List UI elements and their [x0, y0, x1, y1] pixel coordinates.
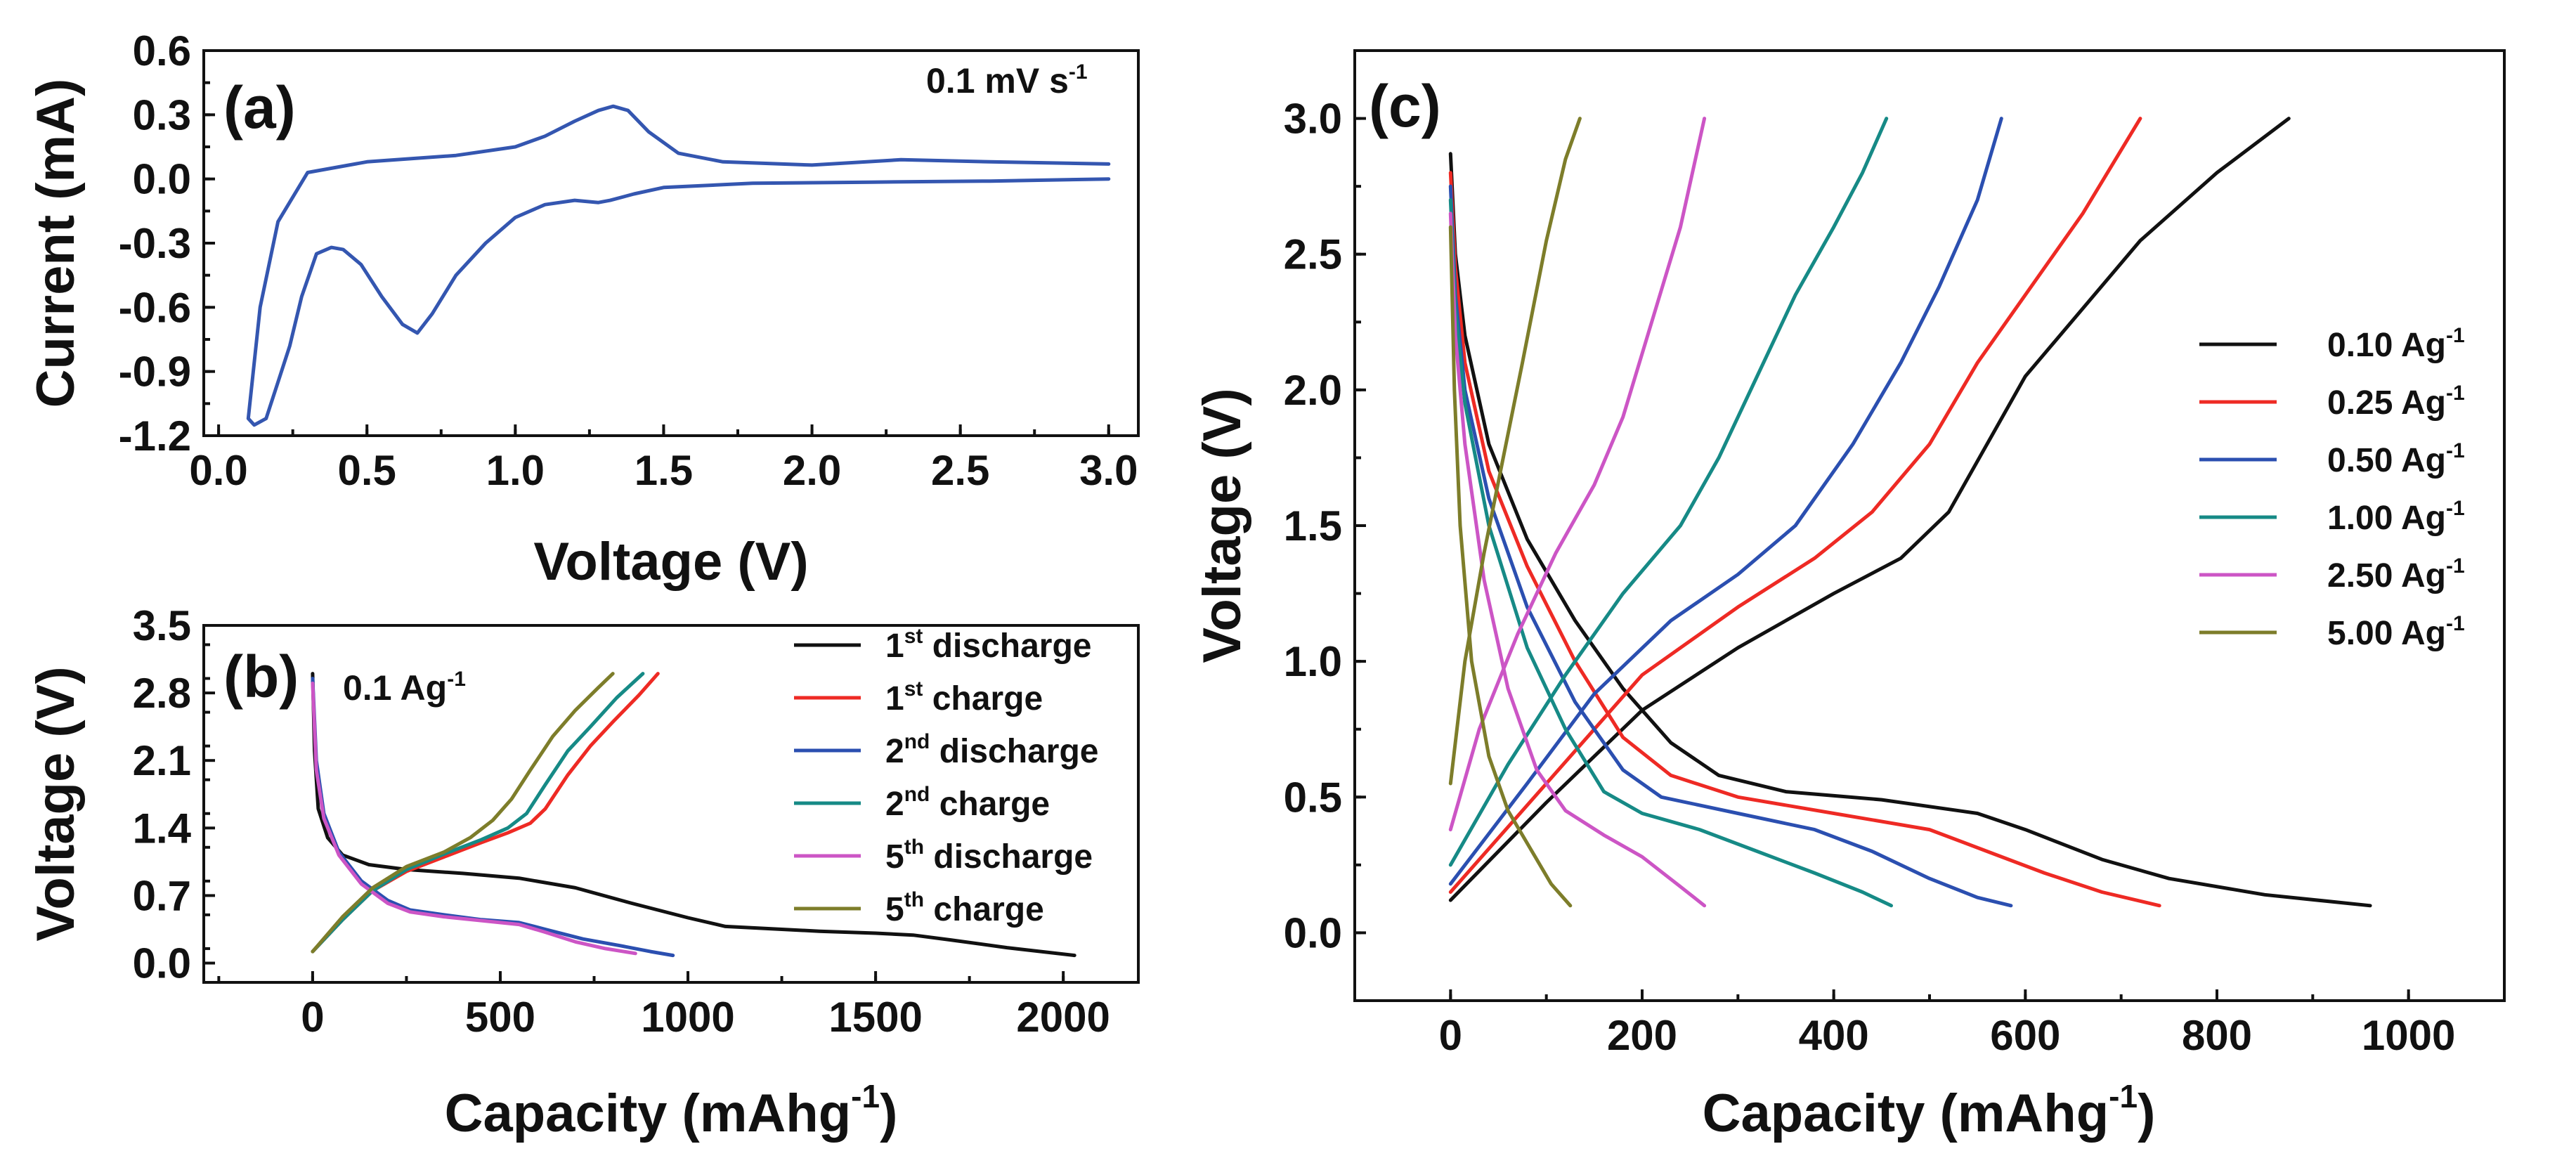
panel-b-label: (b)	[223, 644, 299, 710]
y-tick-label: 1.0	[1284, 638, 1342, 685]
series-line-2-50-ag-1-charge	[1448, 117, 1707, 832]
series-line-0-25-ag-1-charge	[1448, 117, 2142, 894]
panel-b-curves	[311, 672, 1076, 958]
y-tick-label: 0.0	[133, 940, 191, 987]
panel-b-legend: 1st discharge 1st charge 2nd discharge 2nd …	[794, 625, 1098, 928]
series-line-1st-charge	[311, 672, 660, 954]
y-tick-label: 3.0	[1284, 96, 1342, 143]
panel-b-current-density: 0.1 Ag-1	[343, 668, 466, 708]
panel-c-rate-plot: 0 200 400 600 800 1000 0.0 0.5 1.0 1.5 2.0 2.5 3.0 (…	[1192, 49, 2506, 1143]
x-tick-label: 1.0	[486, 447, 545, 494]
panel-b-y-title: Voltage (V)	[26, 666, 86, 941]
x-tick-label: 800	[2182, 1012, 2252, 1059]
panel-c-x-title: Capacity (mAhg-1)	[1703, 1078, 2156, 1143]
series-line-0-50-ag-1-discharge	[1448, 184, 2013, 908]
panel-a-y-title: Current (mA)	[26, 79, 86, 408]
x-tick-label: 400	[1799, 1012, 1869, 1059]
y-tick-label: 2.8	[133, 670, 191, 717]
legend-label: 0.50 Ag-1	[2327, 439, 2465, 479]
legend-label: 5.00 Ag-1	[2327, 612, 2465, 652]
panel-c-curves	[1448, 117, 2372, 908]
legend-label: 2.50 Ag-1	[2327, 554, 2465, 594]
x-tick-label: 1.5	[635, 447, 693, 494]
series-line-2nd-charge	[311, 672, 645, 954]
panel-a-scan-rate: 0.1 mV s-1	[926, 60, 1088, 100]
x-tick-label: 1000	[641, 994, 734, 1041]
x-tick-label: 2.0	[783, 447, 841, 494]
series-line-5-00-ag-1-charge	[1448, 117, 1582, 786]
panel-a-frame	[202, 49, 1140, 437]
y-tick-label: 0.0	[1284, 909, 1342, 956]
y-tick-label: 0.5	[1284, 774, 1342, 821]
legend-label: 1st charge	[885, 677, 1043, 717]
panel-b-ticks: 0 500 1000 1500 2000 0.0 0.7 1.4 2.1 2.8 3.5	[133, 602, 1110, 1041]
panel-c-ticks: 0 200 400 600 800 1000 0.0 0.5 1.0 1.5 2.0 2.5 3.0	[1284, 49, 2506, 1059]
panel-a-cv-plot: 0.0 0.5 1.0 1.5 2.0 2.5 3.0 -1.2 -0.9 -0.6 -0.3 0.0…	[26, 27, 1140, 592]
x-tick-label: 3.0	[1079, 447, 1138, 494]
y-tick-label: 1.4	[133, 805, 192, 852]
panel-c-label: (c)	[1369, 73, 1441, 139]
y-tick-label: 0.0	[133, 156, 191, 203]
y-tick-label: 3.5	[133, 602, 191, 649]
x-tick-label: 0.5	[338, 447, 396, 494]
x-tick-label: 2.5	[931, 447, 989, 494]
y-tick-label: -0.6	[119, 284, 191, 331]
y-tick-label: 2.5	[1284, 231, 1342, 278]
series-line-0-25-ag-1-discharge	[1448, 171, 2161, 908]
panel-a-x-title: Voltage (V)	[533, 532, 808, 592]
series-line-5th-discharge	[311, 681, 637, 956]
legend-label: 1st discharge	[885, 625, 1091, 665]
series-line-0-10-ag-1-charge	[1448, 117, 2291, 902]
panel-a-ticks: 0.0 0.5 1.0 1.5 2.0 2.5 3.0 -1.2 -0.9 -0.6 -0.3 0.0…	[119, 27, 1138, 494]
series-line-2-50-ag-1-discharge	[1448, 212, 1707, 908]
y-tick-label: 0.3	[133, 91, 191, 138]
y-tick-label: 2.0	[1284, 367, 1342, 414]
series-line-5-00-ag-1-discharge	[1448, 225, 1573, 908]
series-line-0-10-ag-1-discharge	[1448, 152, 2372, 908]
legend-label: 5th charge	[885, 888, 1044, 928]
legend-label: 1.00 Ag-1	[2327, 497, 2465, 537]
legend-label: 0.25 Ag-1	[2327, 382, 2465, 422]
x-tick-label: 600	[1990, 1012, 2060, 1059]
y-tick-label: -0.3	[119, 220, 191, 267]
x-tick-label: 1000	[2362, 1012, 2455, 1059]
panel-b-cycling-plot: 0 500 1000 1500 2000 0.0 0.7 1.4 2.1 2.8 3.5 (b) 0…	[26, 602, 1140, 1143]
legend-label: 2nd discharge	[885, 730, 1098, 770]
series-line-1-00-ag-1-discharge	[1448, 198, 1893, 908]
y-tick-label: 1.5	[1284, 502, 1342, 550]
series-line-1-00-ag-1-charge	[1448, 117, 1889, 867]
legend-label: 5th discharge	[885, 836, 1093, 876]
y-tick-label: 2.1	[133, 737, 191, 784]
panel-c-legend: 0.10 Ag-1 0.25 Ag-1 0.50 Ag-1 1.00 Ag-1 2.50…	[2199, 324, 2465, 652]
panel-c-y-title: Voltage (V)	[1192, 388, 1252, 663]
series-line-0-50-ag-1-charge	[1448, 117, 2003, 886]
panel-a-label: (a)	[223, 74, 296, 141]
panel-b-x-title: Capacity (mAhg-1)	[445, 1078, 898, 1143]
x-tick-label: 0	[1439, 1012, 1462, 1059]
y-tick-label: -1.2	[119, 412, 191, 460]
series-line-5th-charge	[311, 672, 615, 954]
panel-a-curves	[246, 104, 1111, 427]
series-line-1st-discharge	[311, 672, 1076, 958]
x-tick-label: 200	[1607, 1012, 1677, 1059]
x-tick-label: 500	[465, 994, 535, 1041]
x-tick-label: 1500	[828, 994, 922, 1041]
y-tick-label: -0.9	[119, 349, 191, 396]
series-line-2nd-discharge	[311, 677, 675, 958]
x-tick-label: 0.0	[189, 447, 247, 494]
panel-b-frame	[202, 624, 1140, 984]
x-tick-label: 2000	[1016, 994, 1110, 1041]
y-tick-label: 0.6	[133, 27, 191, 74]
x-tick-label: 0	[301, 994, 324, 1041]
y-tick-label: 0.7	[133, 872, 191, 919]
legend-label: 2nd charge	[885, 783, 1050, 823]
legend-label: 0.10 Ag-1	[2327, 324, 2465, 364]
series-line-cv-scan	[246, 104, 1111, 427]
